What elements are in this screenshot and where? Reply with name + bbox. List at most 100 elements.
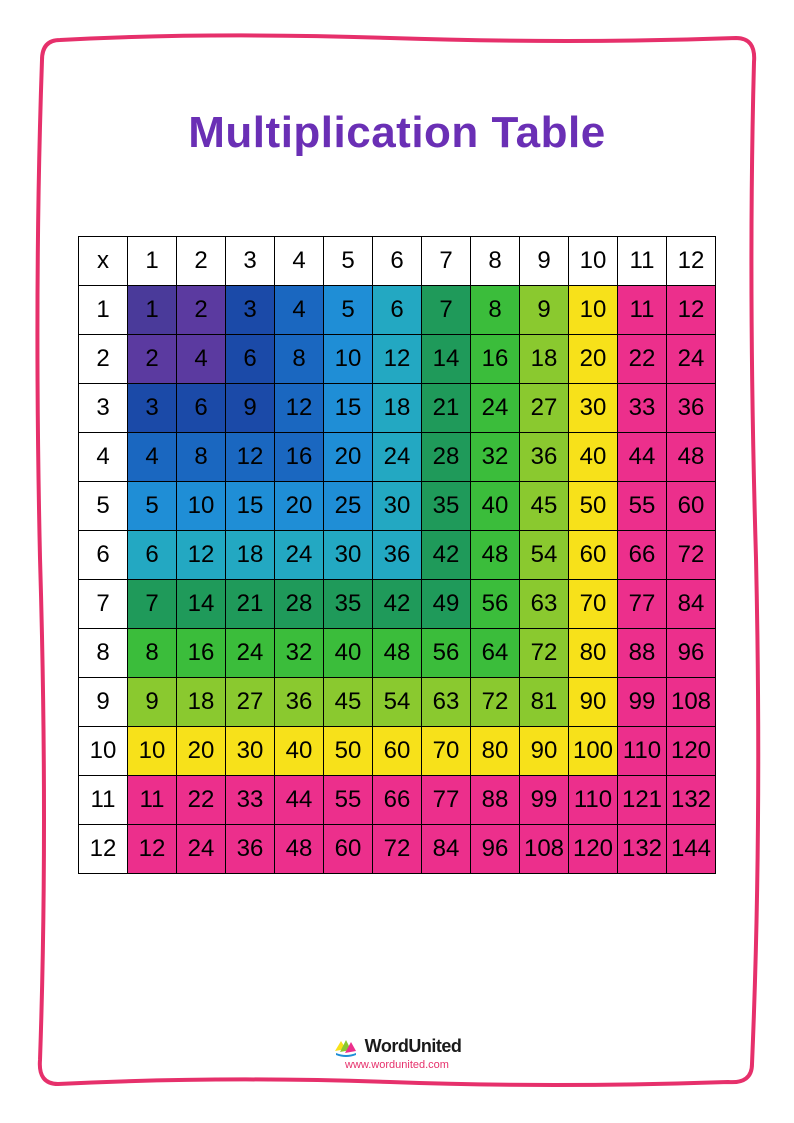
- table-cell: 36: [667, 384, 716, 433]
- table-cell: 90: [520, 727, 569, 776]
- table-cell: 8: [275, 335, 324, 384]
- table-cell: 20: [569, 335, 618, 384]
- row-header: 6: [79, 531, 128, 580]
- col-header: 9: [520, 237, 569, 286]
- table-cell: 84: [667, 580, 716, 629]
- table-cell: 2: [128, 335, 177, 384]
- footer: WordUnited www.wordunited.com: [0, 1036, 794, 1071]
- table-cell: 16: [275, 433, 324, 482]
- table-cell: 72: [471, 678, 520, 727]
- table-cell: 54: [373, 678, 422, 727]
- table-cell: 8: [177, 433, 226, 482]
- table-cell: 42: [422, 531, 471, 580]
- row-header: 7: [79, 580, 128, 629]
- table-cell: 64: [471, 629, 520, 678]
- multiplication-table: x123456789101112112345678910111222468101…: [78, 236, 716, 874]
- table-cell: 24: [471, 384, 520, 433]
- table-cell: 16: [177, 629, 226, 678]
- table-cell: 48: [275, 825, 324, 874]
- table-cell: 15: [226, 482, 275, 531]
- table-cell: 48: [373, 629, 422, 678]
- row-header: 12: [79, 825, 128, 874]
- table-cell: 12: [177, 531, 226, 580]
- table-cell: 4: [128, 433, 177, 482]
- table-cell: 24: [177, 825, 226, 874]
- table-cell: 27: [520, 384, 569, 433]
- table-cell: 24: [275, 531, 324, 580]
- table-cell: 45: [520, 482, 569, 531]
- table-cell: 60: [324, 825, 373, 874]
- table-cell: 88: [618, 629, 667, 678]
- table-cell: 21: [422, 384, 471, 433]
- table-cell: 10: [569, 286, 618, 335]
- table-cell: 45: [324, 678, 373, 727]
- table-cell: 30: [324, 531, 373, 580]
- table-cell: 40: [324, 629, 373, 678]
- content-area: Multiplication Table x123456789101112112…: [50, 50, 744, 1073]
- row-header: 2: [79, 335, 128, 384]
- table-cell: 56: [422, 629, 471, 678]
- col-header: 11: [618, 237, 667, 286]
- table-cell: 55: [618, 482, 667, 531]
- table-cell: 4: [177, 335, 226, 384]
- table-cell: 10: [177, 482, 226, 531]
- table-cell: 36: [275, 678, 324, 727]
- table-cell: 80: [569, 629, 618, 678]
- table-cell: 96: [667, 629, 716, 678]
- table-cell: 22: [177, 776, 226, 825]
- table-cell: 120: [667, 727, 716, 776]
- table-cell: 12: [373, 335, 422, 384]
- table-cell: 2: [177, 286, 226, 335]
- table-cell: 20: [324, 433, 373, 482]
- table-cell: 11: [128, 776, 177, 825]
- row-header: 8: [79, 629, 128, 678]
- table-cell: 54: [520, 531, 569, 580]
- table-cell: 18: [520, 335, 569, 384]
- table-cell: 14: [422, 335, 471, 384]
- table-cell: 3: [128, 384, 177, 433]
- corner-cell: x: [79, 237, 128, 286]
- table-cell: 3: [226, 286, 275, 335]
- table-cell: 121: [618, 776, 667, 825]
- row-header: 3: [79, 384, 128, 433]
- page-title: Multiplication Table: [188, 108, 605, 158]
- table-cell: 44: [275, 776, 324, 825]
- row-header: 1: [79, 286, 128, 335]
- table-cell: 70: [422, 727, 471, 776]
- col-header: 8: [471, 237, 520, 286]
- table-cell: 14: [177, 580, 226, 629]
- col-header: 7: [422, 237, 471, 286]
- table-cell: 66: [373, 776, 422, 825]
- table-cell: 50: [324, 727, 373, 776]
- table-cell: 72: [667, 531, 716, 580]
- brand-name: WordUnited: [365, 1036, 462, 1057]
- table-cell: 108: [520, 825, 569, 874]
- table-cell: 72: [373, 825, 422, 874]
- table-cell: 80: [471, 727, 520, 776]
- table-cell: 50: [569, 482, 618, 531]
- table-cell: 33: [226, 776, 275, 825]
- table-cell: 35: [422, 482, 471, 531]
- col-header: 5: [324, 237, 373, 286]
- col-header: 1: [128, 237, 177, 286]
- table-cell: 12: [226, 433, 275, 482]
- table-cell: 49: [422, 580, 471, 629]
- table-cell: 6: [177, 384, 226, 433]
- brand-url: www.wordunited.com: [345, 1059, 449, 1071]
- table-cell: 44: [618, 433, 667, 482]
- table-cell: 12: [667, 286, 716, 335]
- table-cell: 30: [569, 384, 618, 433]
- table-cell: 40: [569, 433, 618, 482]
- table-cell: 9: [520, 286, 569, 335]
- table-cell: 9: [226, 384, 275, 433]
- row-header: 10: [79, 727, 128, 776]
- table-cell: 25: [324, 482, 373, 531]
- table-cell: 6: [128, 531, 177, 580]
- table-cell: 5: [324, 286, 373, 335]
- table-cell: 81: [520, 678, 569, 727]
- table-cell: 88: [471, 776, 520, 825]
- table-cell: 40: [275, 727, 324, 776]
- table-cell: 8: [128, 629, 177, 678]
- table-cell: 55: [324, 776, 373, 825]
- table-cell: 108: [667, 678, 716, 727]
